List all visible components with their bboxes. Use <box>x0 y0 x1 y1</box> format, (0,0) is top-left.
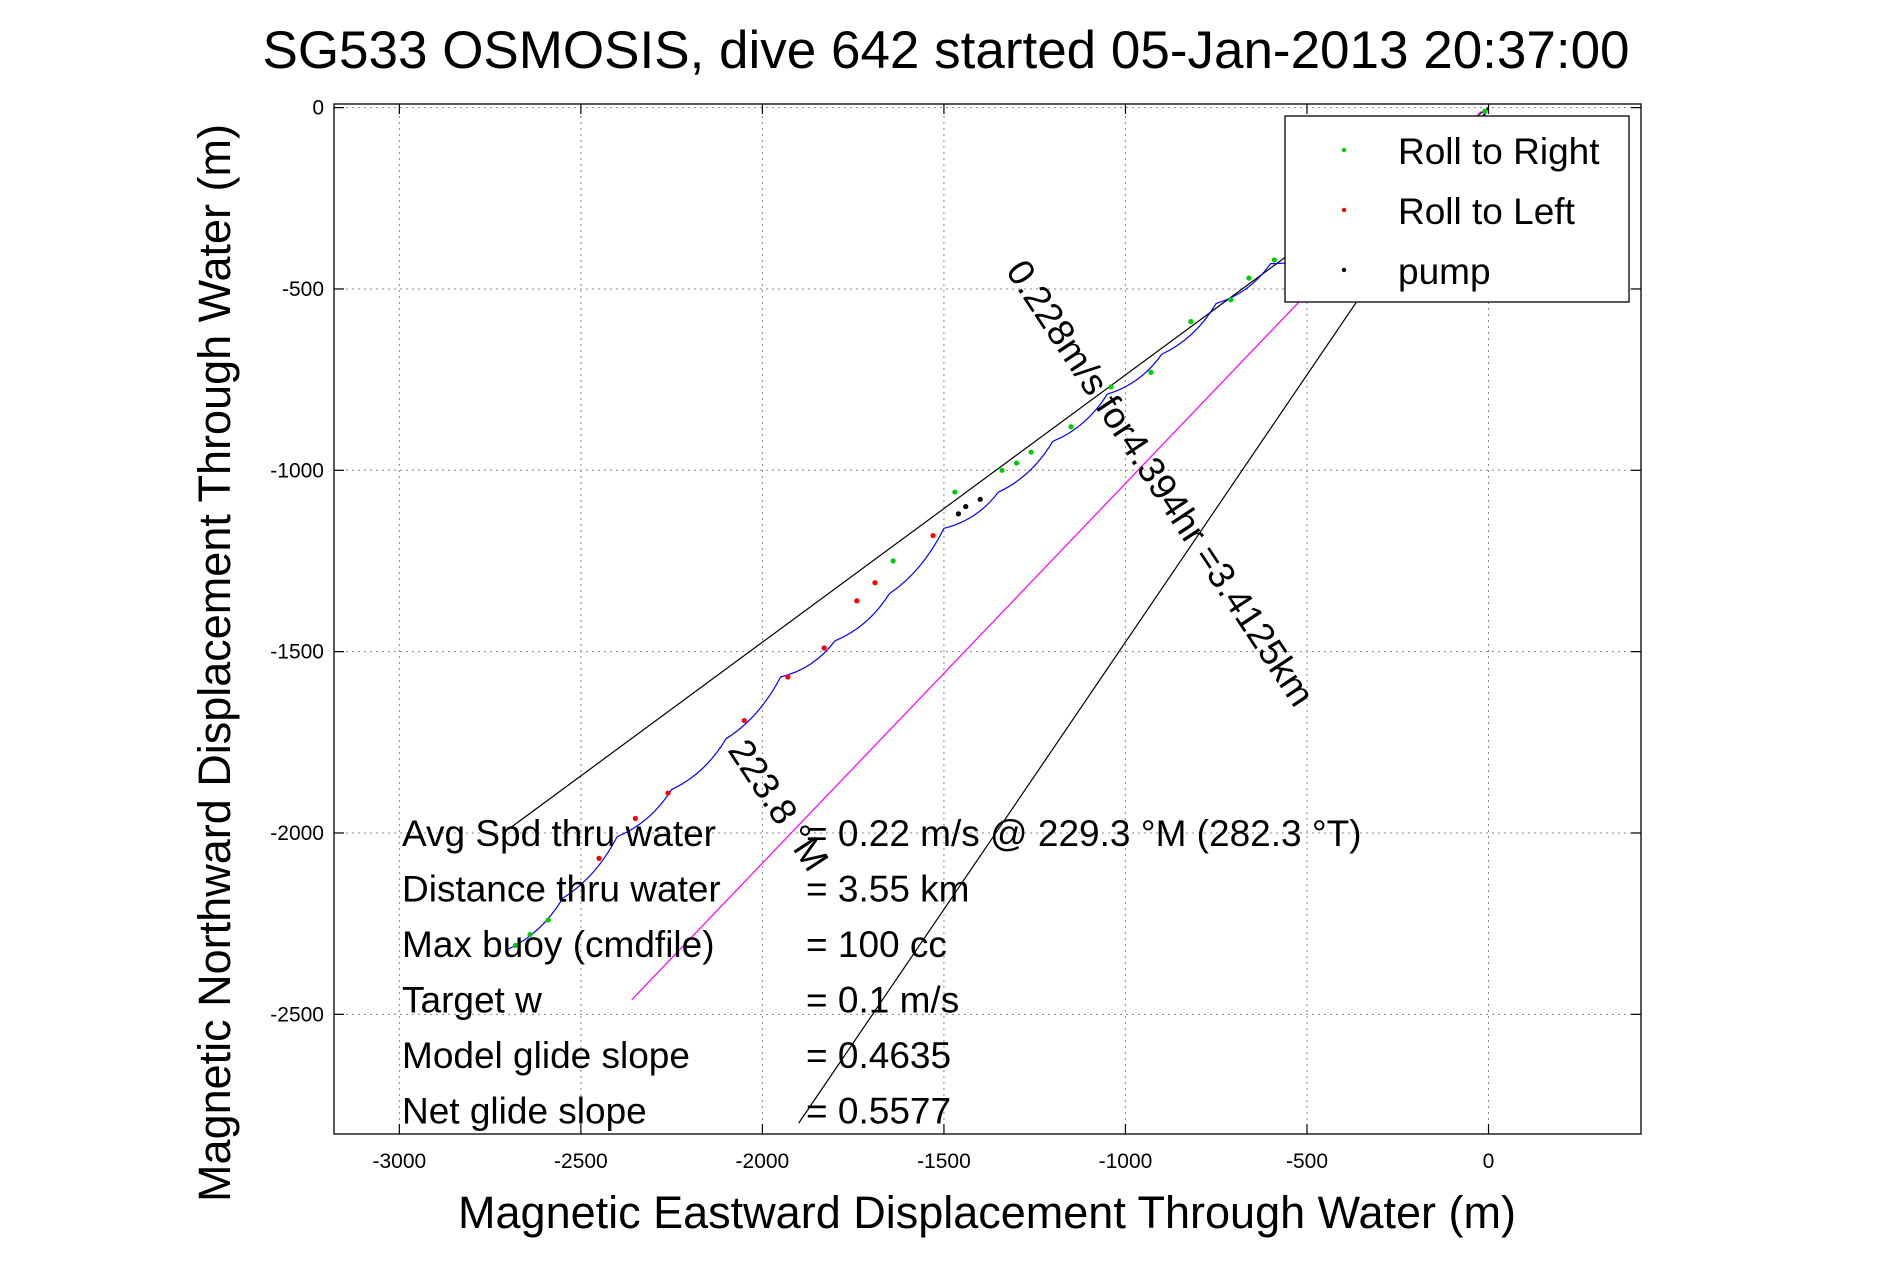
roll-right-point <box>1108 384 1114 390</box>
stat-value: = 0.1 m/s <box>806 980 959 1021</box>
legend-marker <box>1341 267 1347 273</box>
roll-right-point <box>1148 369 1154 375</box>
roll-left-point <box>854 598 860 604</box>
roll-left-point <box>930 532 936 539</box>
pump-point <box>977 496 983 502</box>
pump-point <box>963 503 969 510</box>
roll-left-point <box>821 645 827 651</box>
y-tick-label: -500 <box>282 278 324 301</box>
x-tick-label: -2000 <box>736 1150 790 1173</box>
legend-label: pump <box>1398 251 1491 292</box>
legend: Roll to Right Roll to Left pump <box>1284 115 1630 303</box>
legend-label: Roll to Right <box>1398 131 1600 172</box>
roll-right-point <box>1068 424 1074 430</box>
stat-value: = 0.22 m/s @ 229.3 °M (282.3 °T) <box>806 813 1362 854</box>
stat-label: Net glide slope <box>402 1091 647 1132</box>
roll-left-point <box>872 580 878 586</box>
roll-left-point <box>596 855 602 861</box>
x-tick-label: -2500 <box>554 1150 608 1173</box>
stat-value: = 0.4635 <box>806 1035 951 1076</box>
roll-right-point <box>999 467 1005 473</box>
roll-right-point <box>1482 108 1488 114</box>
y-tick-label: -2000 <box>270 822 324 845</box>
stat-label: Model glide slope <box>402 1035 690 1076</box>
roll-right-point <box>527 931 533 938</box>
roll-right-point <box>1028 449 1034 455</box>
pump-point <box>955 511 962 517</box>
roll-left-point <box>741 717 747 724</box>
y-tick-label: -1500 <box>270 641 324 664</box>
chart-title: SG533 OSMOSIS, dive 642 started 05-Jan-2… <box>262 21 1629 80</box>
roll-right-point <box>890 558 896 564</box>
roll-left-point <box>785 674 791 680</box>
stat-label: Avg Spd thru water <box>402 813 716 854</box>
stats-block: Avg Spd thru water = 0.22 m/s @ 229.3 °M … <box>402 813 1362 1132</box>
roll-right-point <box>1228 297 1234 303</box>
stat-value: = 3.55 km <box>806 869 970 910</box>
roll-right-point <box>1013 460 1020 466</box>
legend-label: Roll to Left <box>1398 191 1576 232</box>
x-tick-label: -1500 <box>917 1150 971 1173</box>
y-tick-label: -1000 <box>270 459 324 482</box>
roll-right-point <box>1246 275 1252 281</box>
grid <box>334 104 1641 1134</box>
stat-value: = 100 cc <box>806 924 947 965</box>
stat-label: Target w <box>402 980 542 1021</box>
x-tick-label: 0 <box>1483 1150 1495 1173</box>
plot-frame <box>333 103 1642 1135</box>
roll-right-point <box>512 942 519 949</box>
ticks-group: -3000 -2500 -2000 -1500 -1000 -500 0 0 -500 -1000… <box>270 97 1641 1173</box>
roll-left-point <box>665 790 671 796</box>
roll-left-point <box>632 815 638 822</box>
legend-marker <box>1341 207 1347 213</box>
roll-right-point <box>1188 319 1194 325</box>
x-axis-label: Magnetic Eastward Displacement Through W… <box>458 1187 1516 1238</box>
stat-label: Max buoy (cmdfile) <box>402 924 715 965</box>
x-tick-label: -1000 <box>1099 1150 1153 1173</box>
y-tick-label: -2500 <box>270 1003 324 1026</box>
y-axis-label: Magnetic Northward Displacement Through … <box>189 124 240 1202</box>
legend-marker <box>1341 147 1347 153</box>
stat-label: Distance thru water <box>402 869 721 910</box>
stat-value: = 0.5577 <box>806 1091 951 1132</box>
roll-right-point <box>545 917 551 923</box>
x-tick-label: -3000 <box>372 1150 426 1173</box>
x-tick-label: -500 <box>1286 1150 1328 1173</box>
roll-right-point <box>1271 257 1277 263</box>
roll-right-point <box>952 489 958 495</box>
y-tick-label: 0 <box>312 97 324 120</box>
